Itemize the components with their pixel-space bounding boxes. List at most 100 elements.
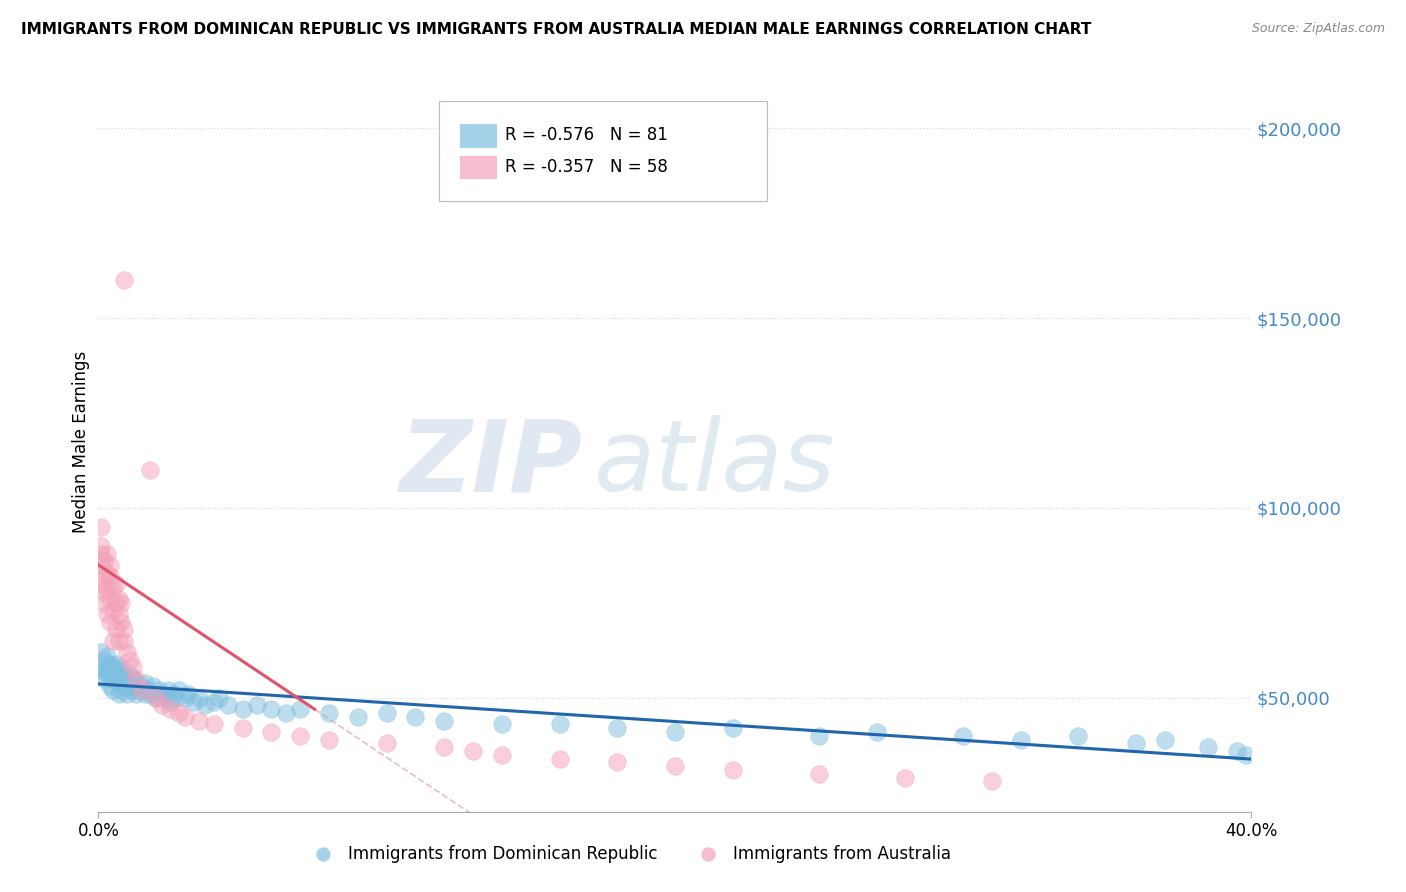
Point [664, 759, 686, 773]
Point [202, 717, 225, 731]
Point [159, 695, 181, 709]
Text: R = -0.576   N = 81: R = -0.576 N = 81 [505, 126, 668, 144]
Point [107, 665, 129, 679]
Point [117, 675, 139, 690]
Point [96, 566, 118, 580]
Point [405, 710, 427, 724]
Point [174, 690, 197, 705]
Point [246, 698, 269, 713]
Point [104, 577, 127, 591]
Point [260, 725, 283, 739]
Point [139, 463, 162, 477]
Point [93, 596, 115, 610]
Point [208, 690, 231, 705]
Point [346, 710, 368, 724]
Point [1226, 744, 1249, 758]
Point [125, 675, 148, 690]
Point [433, 714, 456, 728]
Point [548, 751, 571, 765]
Point [110, 615, 132, 629]
Point [90, 577, 112, 591]
FancyBboxPatch shape [460, 156, 498, 179]
Point [318, 732, 340, 747]
Point [150, 687, 173, 701]
Point [93, 584, 115, 599]
Point [112, 623, 135, 637]
Point [274, 706, 297, 720]
Point [664, 725, 686, 739]
Point [96, 581, 118, 595]
Point [194, 698, 217, 713]
Point [120, 668, 142, 682]
Point [1154, 732, 1177, 747]
Text: Source: ZipAtlas.com: Source: ZipAtlas.com [1251, 22, 1385, 36]
Point [112, 668, 135, 682]
Point [217, 698, 239, 713]
Point [90, 520, 112, 534]
Point [101, 603, 124, 617]
Point [375, 706, 398, 720]
Point [112, 680, 135, 694]
Point [110, 596, 132, 610]
Point [128, 683, 150, 698]
Point [90, 539, 112, 553]
Point [156, 683, 179, 698]
Point [142, 680, 165, 694]
Text: IMMIGRANTS FROM DOMINICAN REPUBLIC VS IMMIGRANTS FROM AUSTRALIA MEDIAN MALE EARN: IMMIGRANTS FROM DOMINICAN REPUBLIC VS IM… [21, 22, 1091, 37]
Point [96, 547, 118, 561]
Point [375, 736, 398, 750]
Point [117, 687, 139, 701]
Point [93, 554, 115, 568]
Point [98, 569, 121, 583]
Point [104, 623, 127, 637]
Point [98, 665, 121, 679]
FancyBboxPatch shape [460, 124, 498, 147]
Point [90, 558, 112, 572]
Point [1067, 729, 1090, 743]
Point [101, 683, 124, 698]
Point [90, 660, 112, 674]
Point [202, 695, 225, 709]
Point [231, 702, 254, 716]
Point [96, 648, 118, 663]
Point [188, 690, 211, 705]
Point [139, 687, 162, 701]
Point [110, 672, 132, 686]
Point [162, 687, 184, 701]
Point [167, 683, 190, 698]
Point [110, 683, 132, 698]
Point [93, 653, 115, 667]
Point [101, 672, 124, 686]
Point [981, 774, 1004, 789]
Point [122, 672, 145, 686]
Text: R = -0.357   N = 58: R = -0.357 N = 58 [505, 158, 668, 176]
Point [90, 645, 112, 659]
Point [98, 592, 121, 607]
Point [101, 660, 124, 674]
Point [1125, 736, 1147, 750]
Point [101, 581, 124, 595]
Point [122, 660, 145, 674]
Point [131, 680, 153, 694]
Point [150, 698, 173, 713]
Point [290, 702, 312, 716]
Point [136, 683, 159, 698]
Point [231, 721, 254, 735]
Point [145, 690, 167, 705]
Point [96, 660, 118, 674]
Point [110, 660, 132, 674]
Point [98, 615, 121, 629]
Point [148, 683, 170, 698]
Point [167, 706, 190, 720]
FancyBboxPatch shape [439, 101, 768, 201]
Point [721, 721, 744, 735]
Point [153, 690, 176, 705]
Point [104, 657, 127, 671]
Point [104, 668, 127, 682]
Point [98, 680, 121, 694]
Point [120, 680, 142, 694]
Point [894, 771, 917, 785]
Point [112, 273, 135, 287]
Point [101, 633, 124, 648]
Point [183, 695, 205, 709]
